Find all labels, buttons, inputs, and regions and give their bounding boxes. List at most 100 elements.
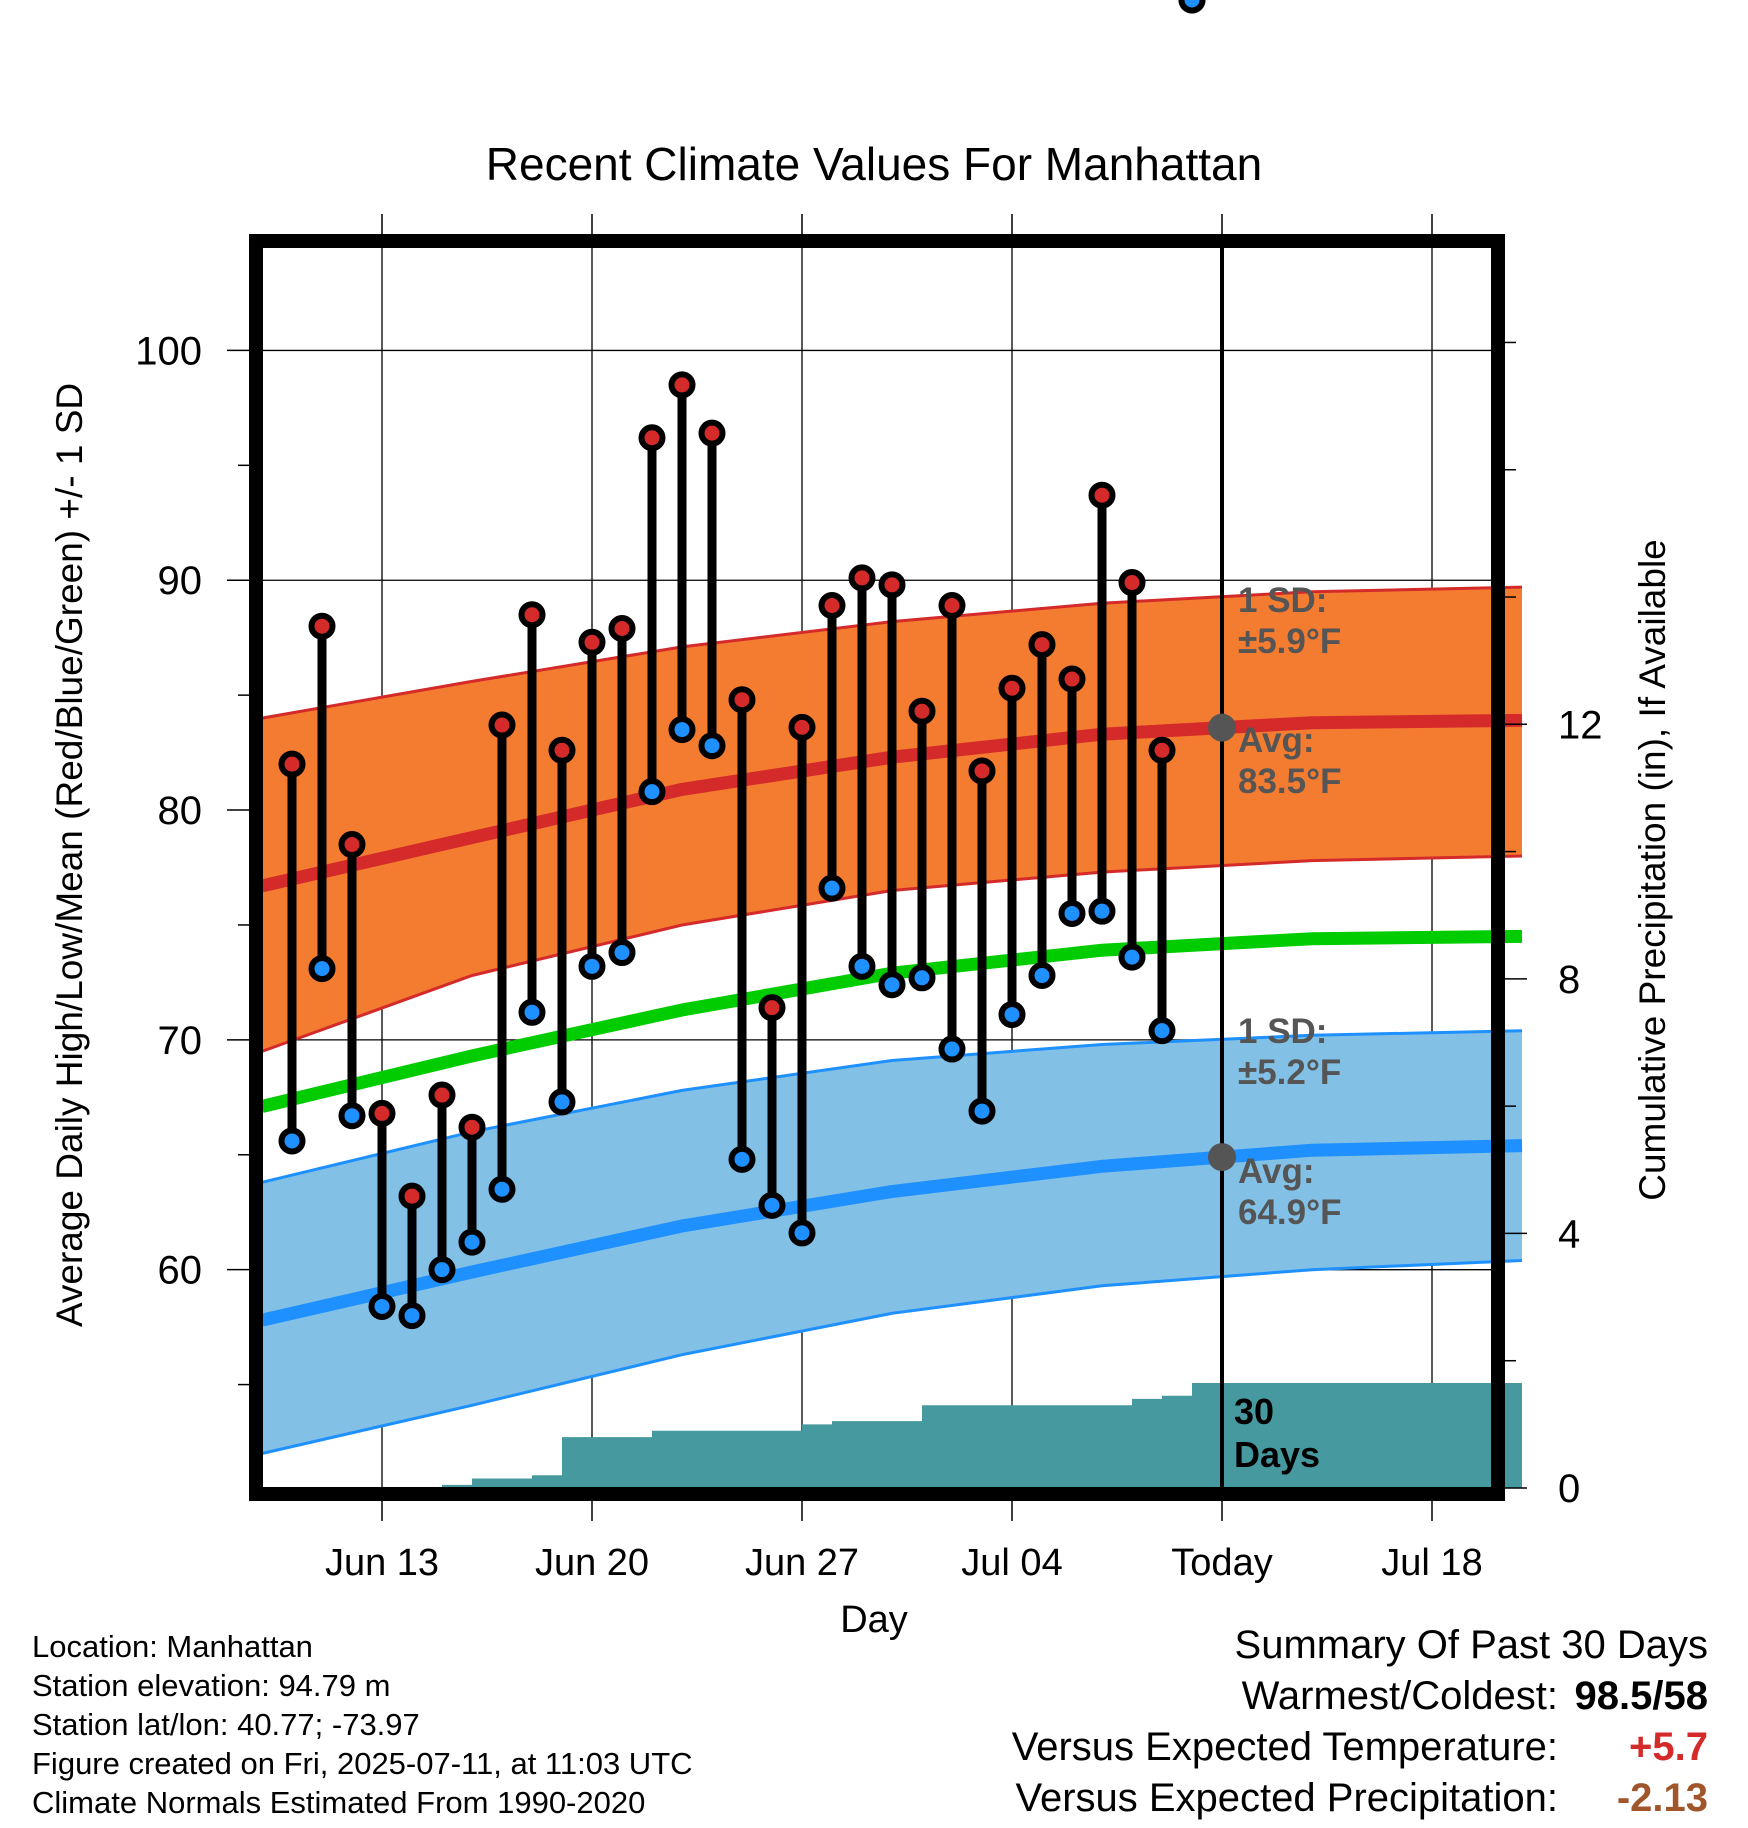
daily-high-point	[278, 750, 306, 778]
daily-high-point	[548, 736, 576, 764]
daily-high-point	[458, 1113, 486, 1141]
annotations: 1 SD: ±5.9°F Avg: 83.5°F 1 SD: ±5.2°F Avg: 64.9…	[1208, 247, 1342, 1488]
warm-cold-row: Warmest/Coldest: 98.5/58	[808, 1671, 1708, 1722]
daily-low-point	[788, 1219, 816, 1247]
x-tick-label: Jun 13	[325, 1542, 439, 1584]
daily-high-point	[728, 686, 756, 714]
daily-low-point	[1118, 943, 1146, 971]
summary-title: Summary Of Past 30 Days	[1234, 1623, 1708, 1667]
daily-low-point	[1178, 0, 1206, 14]
daily-high-point	[698, 419, 726, 447]
observed-values	[278, 0, 1206, 1330]
axes: 60 70 80 90 100 0 4 8 12 Jun 13 Jun 20 Jun 27 Jul 04…	[135, 214, 1603, 1584]
daily-low-point	[1148, 1017, 1176, 1045]
precip-label: Versus Expected Precipitation:	[1015, 1776, 1558, 1820]
coldest-value: 58	[1663, 1674, 1709, 1718]
plot-frame	[249, 234, 1505, 1501]
precip-row: Versus Expected Precipitation: -2.13	[808, 1773, 1708, 1824]
daily-low-point	[998, 1001, 1026, 1029]
daily-high-point	[338, 831, 366, 859]
daily-low-point	[398, 1302, 426, 1330]
warm-cold-value: 98.5/58	[1558, 1671, 1708, 1722]
normals-text: Climate Normals Estimated From 1990-2020	[32, 1785, 646, 1820]
y2-tick-label: 12	[1558, 703, 1603, 747]
chart-title: Recent Climate Values For Manhattan	[486, 138, 1262, 190]
x-tick-label: Today	[1171, 1542, 1272, 1584]
daily-low-point	[548, 1088, 576, 1116]
precipitation-fill	[262, 1382, 1522, 1488]
daily-high-point	[998, 674, 1026, 702]
low-sd-band-lower-edge	[261, 1259, 1523, 1455]
low-sd-band	[262, 1030, 1522, 1454]
daily-low-point	[608, 939, 636, 967]
x-tick-label: Jun 27	[745, 1542, 859, 1584]
precip-days-annotation: 30 Days	[1234, 1391, 1320, 1475]
y2-tick-label: 8	[1558, 958, 1580, 1002]
daily-high-point	[1058, 665, 1086, 693]
daily-low-point	[728, 1145, 756, 1173]
y2-tick-label: 0	[1558, 1467, 1580, 1511]
daily-high-point	[848, 564, 876, 592]
daily-low-point	[758, 1191, 786, 1219]
daily-low-point	[428, 1256, 456, 1284]
summary-panel: Summary Of Past 30 Days Warmest/Coldest:…	[808, 1620, 1708, 1824]
daily-high-point	[878, 571, 906, 599]
y-tick-label: 80	[158, 789, 203, 833]
daily-high-point	[608, 614, 636, 642]
daily-high-point	[518, 601, 546, 629]
normal-low-line	[260, 1139, 1523, 1327]
daily-low-point	[1058, 899, 1086, 927]
daily-low-point	[698, 732, 726, 760]
daily-high-point	[368, 1099, 396, 1127]
high-sd-annotation: 1 SD: ±5.9°F	[1238, 581, 1341, 661]
daily-low-point	[488, 1175, 516, 1203]
daily-low-point	[968, 1097, 996, 1125]
y2-tick-label: 4	[1558, 1212, 1580, 1256]
daily-high-point	[908, 697, 936, 725]
today-high-avg-marker	[1208, 713, 1236, 742]
x-tick-label: Jun 20	[535, 1542, 649, 1584]
precip-value: -2.13	[1616, 1776, 1708, 1820]
daily-high-point	[938, 592, 966, 620]
y-tick-label: 60	[158, 1249, 203, 1293]
high-avg-annotation: Avg: 83.5°F	[1238, 721, 1342, 801]
daily-low-point	[1028, 962, 1056, 990]
y-tick-label: 100	[135, 329, 202, 373]
daily-low-point	[908, 964, 936, 992]
daily-low-point	[368, 1292, 396, 1320]
temp-label: Versus Expected Temperature:	[1011, 1725, 1558, 1769]
daily-low-point	[278, 1127, 306, 1155]
daily-low-point	[848, 952, 876, 980]
temp-value: +5.7	[1629, 1725, 1708, 1769]
daily-high-point	[578, 628, 606, 656]
warmest-value: 98.5	[1574, 1674, 1653, 1718]
daily-high-point	[968, 757, 996, 785]
location-text: Location: Manhattan	[32, 1629, 313, 1664]
daily-low-point	[638, 778, 666, 806]
daily-low-point	[938, 1035, 966, 1063]
daily-low-point	[308, 955, 336, 983]
daily-high-point	[788, 713, 816, 741]
elevation-text: Station elevation: 94.79 m	[32, 1668, 391, 1703]
low-sd-annotation: 1 SD: ±5.2°F	[1238, 1012, 1341, 1092]
daily-high-point	[1118, 569, 1146, 597]
y2-axis-label: Cumulative Precipitation (in), If Availa…	[1632, 539, 1673, 1201]
x-axis-label: Day	[840, 1599, 908, 1641]
created-text: Figure created on Fri, 2025-07-11, at 11…	[32, 1746, 693, 1781]
x-tick-label: Jul 04	[961, 1542, 1062, 1584]
y-axis-label: Average Daily High/Low/Mean (Red/Blue/Gr…	[49, 383, 90, 1327]
latlon-text: Station lat/lon: 40.77; -73.97	[32, 1707, 420, 1742]
daily-high-point	[1148, 736, 1176, 764]
daily-low-point	[878, 971, 906, 999]
daily-high-point	[758, 994, 786, 1022]
daily-high-point	[488, 711, 516, 739]
daily-high-point	[398, 1182, 426, 1210]
daily-low-point	[818, 874, 846, 902]
precipitation-area	[262, 1382, 1522, 1488]
daily-high-point	[668, 371, 696, 399]
y-tick-label: 70	[158, 1019, 203, 1063]
temp-row: Versus Expected Temperature: +5.7	[808, 1722, 1708, 1773]
daily-low-point	[1088, 897, 1116, 925]
daily-high-point	[428, 1081, 456, 1109]
today-low-avg-marker	[1208, 1143, 1236, 1172]
